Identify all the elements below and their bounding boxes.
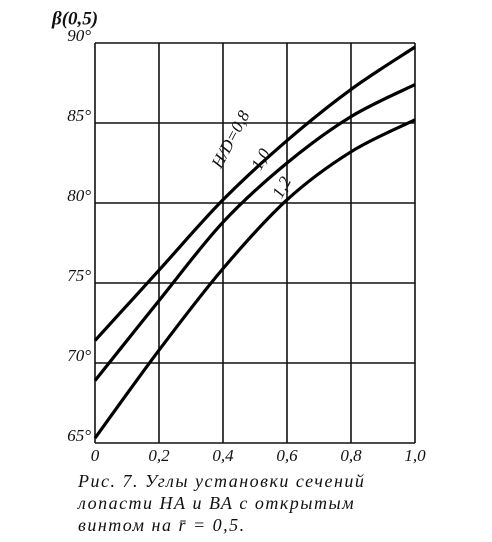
x-tick-label: 0,4 <box>212 446 234 465</box>
x-tick-label: 0,8 <box>340 446 362 465</box>
series-line <box>93 118 416 440</box>
caption-line: винтом на r̄ = 0,5. <box>78 515 246 535</box>
y-tick-label: 90° <box>67 26 91 45</box>
series-line <box>93 83 416 382</box>
y-tick-label: 80° <box>67 186 91 205</box>
y-tick-label: 70° <box>67 346 91 365</box>
series-label: 1,0 <box>247 145 274 173</box>
caption: Рис. 7. Углы установки сечений лопасти НА… <box>78 470 478 536</box>
series-line <box>93 45 416 342</box>
x-tick-label: 0,6 <box>276 446 298 465</box>
series-label: H/D=0,8 <box>207 107 254 172</box>
caption-line: Рис. 7. Углы установки сечений <box>78 471 366 491</box>
y-axis-label: β(0,5) <box>51 8 98 29</box>
y-tick-label: 85° <box>67 106 91 125</box>
x-tick-label: 1,0 <box>404 446 426 465</box>
y-tick-label: 75° <box>67 266 91 285</box>
y-tick-label: 65° <box>67 426 91 445</box>
chart: β(0,5) 65° 70° 75° 80° 85° 90° 0 0,2 0,4 0,6 0,8 1,… <box>51 8 426 465</box>
caption-line: лопасти НА и ВА с открытым <box>78 493 356 513</box>
x-tick-label: 0 <box>91 446 100 465</box>
x-tick-label: 0,2 <box>148 446 170 465</box>
